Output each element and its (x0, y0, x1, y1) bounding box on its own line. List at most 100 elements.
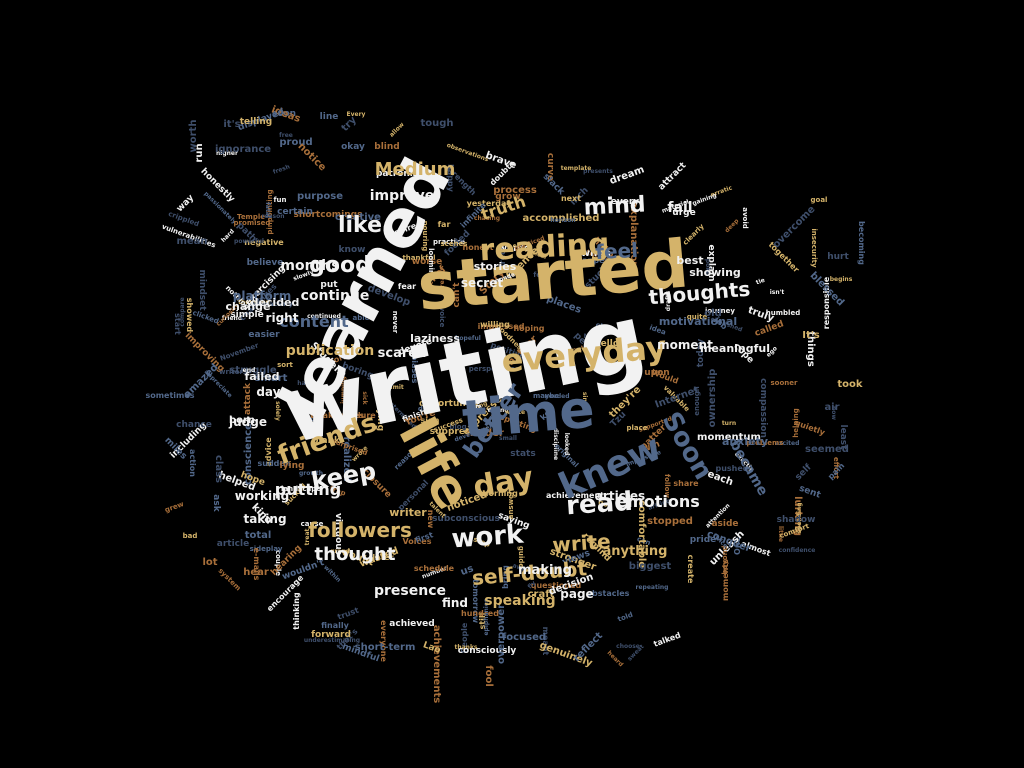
cloud-word: class (213, 455, 224, 483)
cloud-word: attack (243, 382, 253, 415)
cloud-word: next (561, 194, 581, 203)
cloud-word: cause (301, 520, 324, 528)
cloud-word: chance (176, 420, 212, 430)
cloud-word: achieved (389, 619, 434, 629)
cloud-word: waste (505, 409, 525, 416)
cloud-word: best (676, 254, 703, 267)
cloud-word: platform (233, 289, 291, 303)
cloud-word: overpower (496, 604, 507, 664)
cloud-word: pinpointing (266, 189, 274, 234)
cloud-word: it's (223, 119, 240, 130)
cloud-word: enough (693, 386, 701, 416)
cloud-word: journey (704, 307, 735, 315)
cloud-word: forward (311, 630, 351, 640)
cloud-word: beyond (721, 545, 729, 574)
cloud-word: presence (374, 583, 446, 599)
cloud-word: sudden (257, 459, 290, 468)
cloud-word: fear (398, 282, 416, 291)
cloud-word: putting (275, 480, 341, 499)
cloud-word: fun (273, 196, 286, 204)
cloud-word: maybe (533, 392, 559, 400)
cloud-word: little (777, 526, 784, 542)
cloud-word: momentum (697, 432, 761, 443)
cloud-word: ago (474, 400, 482, 415)
cloud-word: e-mails (252, 548, 261, 581)
cloud-word: failure (346, 411, 376, 420)
cloud-word: One (733, 536, 742, 554)
cloud-word: air (824, 402, 839, 413)
cloud-word: line (320, 112, 339, 122)
cloud-word: feel (595, 238, 639, 264)
cloud-word: aside (711, 519, 738, 529)
cloud-word: words (499, 244, 530, 254)
cloud-word: template (561, 165, 592, 172)
cloud-word: wrong (487, 407, 508, 414)
cloud-word: writer (389, 506, 427, 519)
cloud-word: sick (361, 391, 368, 405)
cloud-word: short-term (355, 642, 416, 653)
cloud-word: spending (796, 502, 803, 533)
cloud-word: drafts (665, 290, 672, 311)
cloud-word: see (301, 415, 315, 423)
cloud-word: poke (704, 259, 711, 275)
cloud-word: lot (202, 557, 217, 568)
cloud-word: believe (247, 258, 284, 268)
cloud-word: conscience (243, 423, 254, 485)
cloud-word: felt (533, 271, 547, 279)
cloud-word: realized (341, 436, 352, 481)
cloud-word: voice (438, 307, 446, 328)
cloud-word: continue (301, 288, 370, 304)
cloud-word: problems (747, 439, 784, 447)
cloud-word: mindset (197, 269, 207, 311)
cloud-word: pride (690, 535, 717, 545)
cloud-word: sideplay (250, 545, 283, 553)
cloud-word: presents (583, 168, 613, 175)
cloud-word: talked (652, 631, 682, 649)
cloud-word: action (188, 449, 197, 477)
cloud-word: helping (792, 408, 800, 438)
cloud-word: fail (667, 200, 692, 216)
cloud-word: smart (255, 373, 288, 384)
cloud-word: born (229, 415, 255, 426)
cloud-word: shadow (777, 515, 816, 525)
cloud-word: certain (277, 207, 313, 217)
cloud-word: hopeful (455, 335, 481, 342)
cloud-word: writers (219, 368, 247, 376)
cloud-word: small (499, 435, 517, 442)
cloud-word: reading (479, 227, 611, 269)
cloud-word: still (478, 612, 487, 629)
cloud-word: explanation (628, 202, 639, 269)
cloud-word: find (442, 596, 468, 610)
cloud-word: put (320, 280, 338, 290)
cloud-word: far (438, 220, 451, 229)
cloud-word: patronizing (376, 169, 434, 179)
cloud-word: write (552, 529, 612, 557)
cloud-word: thousand (238, 299, 270, 306)
cloud-word: reason (261, 213, 284, 220)
cloud-word: continued (307, 313, 341, 320)
cloud-word: advice (264, 437, 273, 467)
cloud-word: grand (330, 548, 350, 555)
cloud-word: stopped (647, 516, 693, 527)
cloud-word: page (560, 587, 593, 601)
cloud-word: schedule (414, 564, 455, 573)
cloud-word: willing (480, 320, 510, 329)
cloud-word: compare (179, 297, 186, 326)
cloud-word: start (173, 313, 182, 335)
cloud-word: craft (528, 589, 555, 600)
cloud-word: follow (663, 474, 671, 498)
cloud-word: meant (541, 627, 550, 656)
cloud-word: judge (228, 415, 267, 429)
cloud-word: pouring (421, 221, 429, 252)
cloud-word: upon (644, 368, 669, 378)
cloud-word: laziness (410, 332, 460, 345)
cloud-word: later (372, 553, 393, 562)
cloud-word: Medium (375, 159, 456, 180)
cloud-word: paying (375, 397, 385, 431)
cloud-word: today (696, 339, 706, 368)
cloud-word: focused (502, 632, 546, 643)
cloud-word: achievements (431, 625, 442, 703)
cloud-word: perspectives (469, 365, 520, 373)
cloud-word: mean (176, 236, 207, 247)
cloud-word: habit (297, 380, 315, 387)
